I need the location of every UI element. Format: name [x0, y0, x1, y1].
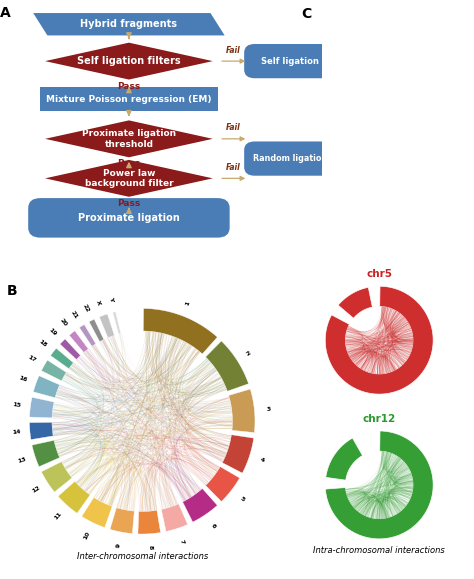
Text: Inter-chromosomal interactions: Inter-chromosomal interactions	[77, 552, 208, 561]
FancyBboxPatch shape	[244, 44, 336, 78]
Polygon shape	[100, 314, 114, 338]
Polygon shape	[45, 43, 213, 79]
Polygon shape	[143, 309, 218, 354]
Text: 21: 21	[70, 309, 79, 320]
Polygon shape	[325, 286, 433, 394]
Text: chr12: chr12	[363, 414, 396, 424]
Text: 17: 17	[27, 354, 37, 363]
Text: Pass: Pass	[117, 199, 141, 208]
Text: Pass: Pass	[117, 82, 141, 91]
Text: Hybrid fragments: Hybrid fragments	[81, 19, 177, 29]
Text: Proximate ligation
threshold: Proximate ligation threshold	[82, 129, 176, 149]
Text: Self ligation: Self ligation	[261, 57, 319, 65]
Polygon shape	[41, 461, 72, 492]
FancyBboxPatch shape	[40, 87, 218, 111]
Polygon shape	[182, 489, 218, 522]
Text: 7: 7	[178, 538, 184, 544]
Text: 15: 15	[12, 402, 21, 408]
Text: 2: 2	[246, 350, 252, 357]
Text: 4: 4	[260, 457, 265, 463]
Text: 12: 12	[31, 485, 41, 494]
Polygon shape	[82, 497, 112, 527]
Text: Proximate ligation: Proximate ligation	[78, 213, 180, 223]
Text: 10: 10	[83, 530, 91, 540]
Polygon shape	[33, 13, 225, 35]
Text: chr5: chr5	[366, 269, 392, 280]
Polygon shape	[45, 160, 213, 197]
Polygon shape	[51, 348, 73, 369]
Polygon shape	[110, 508, 134, 534]
Polygon shape	[41, 360, 66, 381]
Text: 6: 6	[210, 523, 217, 529]
Polygon shape	[33, 376, 60, 398]
Polygon shape	[206, 341, 248, 391]
Text: 11: 11	[53, 511, 63, 521]
Text: 18: 18	[37, 339, 47, 348]
Text: 8: 8	[147, 545, 153, 550]
Text: 16: 16	[18, 375, 28, 383]
Text: B: B	[7, 284, 18, 298]
Polygon shape	[69, 331, 88, 353]
Polygon shape	[58, 481, 90, 514]
Polygon shape	[89, 319, 104, 342]
Text: Fail: Fail	[226, 46, 241, 54]
Polygon shape	[326, 438, 363, 480]
Text: 13: 13	[17, 457, 27, 464]
Text: X: X	[95, 299, 102, 306]
Text: 22: 22	[81, 303, 90, 313]
Text: Mixture Poisson regression (EM): Mixture Poisson regression (EM)	[46, 95, 212, 104]
Polygon shape	[161, 504, 188, 532]
Text: 1: 1	[185, 301, 191, 306]
Text: Intra-chromosomal interactions: Intra-chromosomal interactions	[313, 546, 445, 555]
Polygon shape	[32, 440, 60, 467]
Text: Self ligation filters: Self ligation filters	[77, 56, 181, 66]
Text: 3: 3	[266, 406, 271, 412]
Text: Power law
background filter: Power law background filter	[85, 168, 173, 188]
Polygon shape	[60, 339, 81, 360]
Text: 14: 14	[11, 430, 21, 435]
Text: Random ligation: Random ligation	[253, 154, 327, 163]
Text: Pass: Pass	[117, 159, 141, 168]
Text: Y: Y	[108, 296, 114, 302]
Polygon shape	[113, 312, 121, 334]
Text: 20: 20	[59, 317, 68, 327]
Text: Fail: Fail	[226, 163, 241, 172]
Polygon shape	[29, 422, 53, 439]
Text: A: A	[0, 6, 11, 20]
Polygon shape	[338, 287, 373, 318]
Polygon shape	[228, 389, 255, 433]
Text: Fail: Fail	[226, 123, 241, 132]
Polygon shape	[45, 120, 213, 157]
Polygon shape	[29, 397, 54, 418]
Text: 9: 9	[116, 543, 121, 548]
Polygon shape	[138, 510, 161, 534]
FancyBboxPatch shape	[244, 141, 336, 175]
Polygon shape	[79, 324, 96, 346]
Polygon shape	[222, 435, 254, 473]
Text: 5: 5	[239, 496, 246, 502]
Text: C: C	[301, 7, 311, 21]
Text: 19: 19	[48, 327, 58, 336]
Polygon shape	[326, 431, 433, 539]
Polygon shape	[206, 467, 240, 501]
FancyBboxPatch shape	[28, 198, 230, 237]
